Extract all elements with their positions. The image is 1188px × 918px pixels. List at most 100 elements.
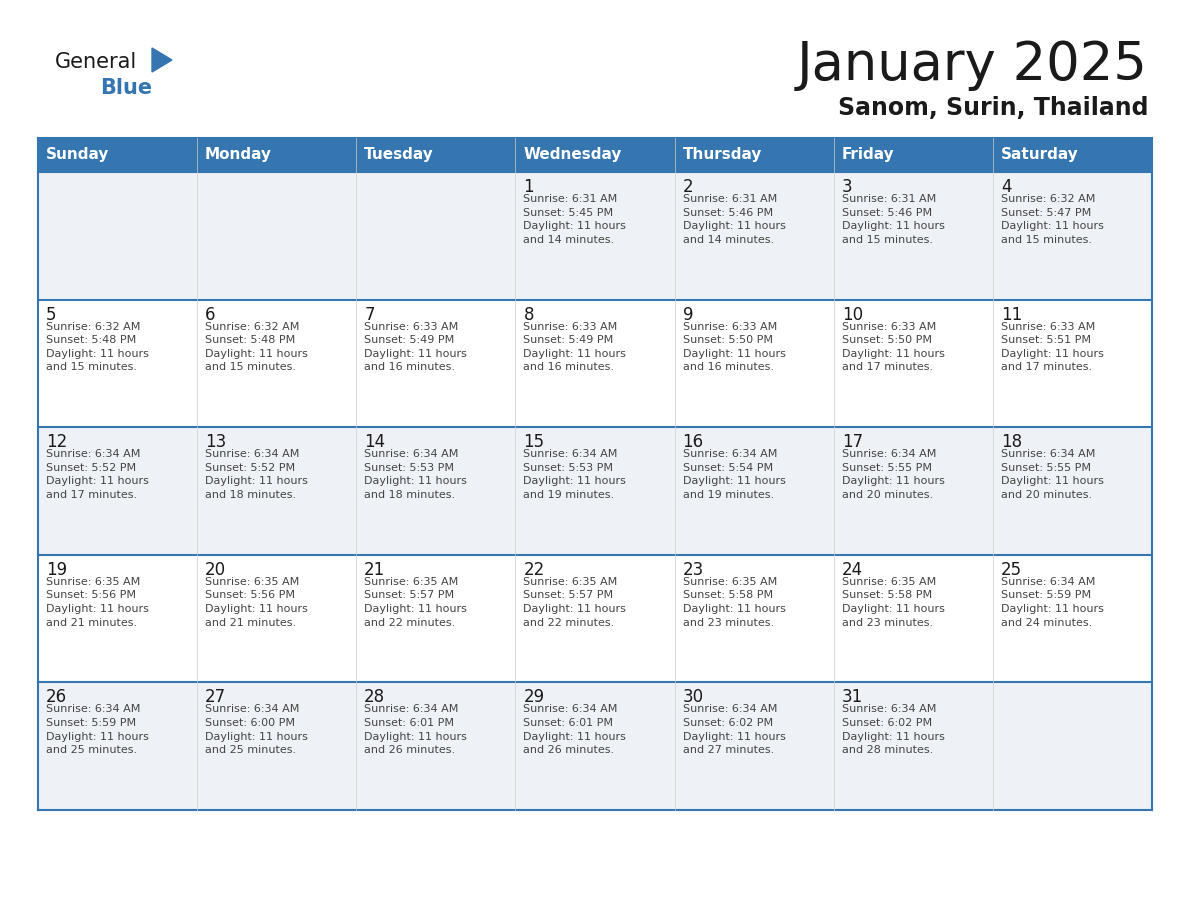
Text: Sunrise: 6:34 AM
Sunset: 5:52 PM
Daylight: 11 hours
and 17 minutes.: Sunrise: 6:34 AM Sunset: 5:52 PM Dayligh… bbox=[46, 449, 148, 500]
Bar bbox=[993, 682, 1152, 810]
Bar bbox=[38, 299, 197, 427]
Text: 31: 31 bbox=[841, 688, 862, 706]
Text: 11: 11 bbox=[1000, 306, 1022, 324]
Bar bbox=[356, 299, 516, 427]
Text: Sunrise: 6:32 AM
Sunset: 5:48 PM
Daylight: 11 hours
and 15 minutes.: Sunrise: 6:32 AM Sunset: 5:48 PM Dayligh… bbox=[46, 321, 148, 373]
Bar bbox=[38, 138, 1152, 172]
Text: 29: 29 bbox=[524, 688, 544, 706]
Bar bbox=[38, 427, 197, 554]
Bar bbox=[993, 427, 1152, 554]
Bar bbox=[356, 172, 516, 299]
Text: Monday: Monday bbox=[206, 148, 272, 162]
Bar bbox=[516, 172, 675, 299]
Text: 21: 21 bbox=[365, 561, 385, 579]
Text: 9: 9 bbox=[683, 306, 693, 324]
Text: Sunrise: 6:34 AM
Sunset: 5:52 PM
Daylight: 11 hours
and 18 minutes.: Sunrise: 6:34 AM Sunset: 5:52 PM Dayligh… bbox=[206, 449, 308, 500]
Bar bbox=[356, 554, 516, 682]
Bar bbox=[834, 172, 993, 299]
Text: 26: 26 bbox=[46, 688, 67, 706]
Bar bbox=[993, 299, 1152, 427]
Text: Sunrise: 6:34 AM
Sunset: 6:02 PM
Daylight: 11 hours
and 27 minutes.: Sunrise: 6:34 AM Sunset: 6:02 PM Dayligh… bbox=[683, 704, 785, 756]
Text: Sunrise: 6:34 AM
Sunset: 5:55 PM
Daylight: 11 hours
and 20 minutes.: Sunrise: 6:34 AM Sunset: 5:55 PM Dayligh… bbox=[841, 449, 944, 500]
Text: 23: 23 bbox=[683, 561, 703, 579]
Text: Friday: Friday bbox=[841, 148, 895, 162]
Text: Sunday: Sunday bbox=[46, 148, 109, 162]
Text: Sunrise: 6:31 AM
Sunset: 5:46 PM
Daylight: 11 hours
and 15 minutes.: Sunrise: 6:31 AM Sunset: 5:46 PM Dayligh… bbox=[841, 194, 944, 245]
Text: Sunrise: 6:32 AM
Sunset: 5:48 PM
Daylight: 11 hours
and 15 minutes.: Sunrise: 6:32 AM Sunset: 5:48 PM Dayligh… bbox=[206, 321, 308, 373]
Text: Sunrise: 6:33 AM
Sunset: 5:51 PM
Daylight: 11 hours
and 17 minutes.: Sunrise: 6:33 AM Sunset: 5:51 PM Dayligh… bbox=[1000, 321, 1104, 373]
Text: 4: 4 bbox=[1000, 178, 1011, 196]
Bar bbox=[38, 172, 197, 299]
Text: Sunrise: 6:35 AM
Sunset: 5:57 PM
Daylight: 11 hours
and 22 minutes.: Sunrise: 6:35 AM Sunset: 5:57 PM Dayligh… bbox=[365, 577, 467, 628]
Text: Sunrise: 6:35 AM
Sunset: 5:57 PM
Daylight: 11 hours
and 22 minutes.: Sunrise: 6:35 AM Sunset: 5:57 PM Dayligh… bbox=[524, 577, 626, 628]
Bar bbox=[197, 682, 356, 810]
Text: Sunrise: 6:33 AM
Sunset: 5:49 PM
Daylight: 11 hours
and 16 minutes.: Sunrise: 6:33 AM Sunset: 5:49 PM Dayligh… bbox=[365, 321, 467, 373]
Text: Sunrise: 6:34 AM
Sunset: 6:01 PM
Daylight: 11 hours
and 26 minutes.: Sunrise: 6:34 AM Sunset: 6:01 PM Dayligh… bbox=[365, 704, 467, 756]
Text: 28: 28 bbox=[365, 688, 385, 706]
Text: January 2025: January 2025 bbox=[797, 39, 1148, 91]
Text: Sunrise: 6:34 AM
Sunset: 5:53 PM
Daylight: 11 hours
and 19 minutes.: Sunrise: 6:34 AM Sunset: 5:53 PM Dayligh… bbox=[524, 449, 626, 500]
Text: 8: 8 bbox=[524, 306, 533, 324]
Bar bbox=[834, 682, 993, 810]
Text: Saturday: Saturday bbox=[1000, 148, 1079, 162]
Polygon shape bbox=[152, 48, 172, 72]
Text: 16: 16 bbox=[683, 433, 703, 452]
Bar bbox=[675, 554, 834, 682]
Text: 3: 3 bbox=[841, 178, 852, 196]
Bar bbox=[38, 682, 197, 810]
Text: Sunrise: 6:34 AM
Sunset: 5:55 PM
Daylight: 11 hours
and 20 minutes.: Sunrise: 6:34 AM Sunset: 5:55 PM Dayligh… bbox=[1000, 449, 1104, 500]
Text: 5: 5 bbox=[46, 306, 57, 324]
Bar bbox=[834, 427, 993, 554]
Bar bbox=[516, 554, 675, 682]
Bar bbox=[675, 299, 834, 427]
Text: Sunrise: 6:35 AM
Sunset: 5:56 PM
Daylight: 11 hours
and 21 minutes.: Sunrise: 6:35 AM Sunset: 5:56 PM Dayligh… bbox=[206, 577, 308, 628]
Text: 14: 14 bbox=[365, 433, 385, 452]
Bar bbox=[675, 427, 834, 554]
Text: Sunrise: 6:32 AM
Sunset: 5:47 PM
Daylight: 11 hours
and 15 minutes.: Sunrise: 6:32 AM Sunset: 5:47 PM Dayligh… bbox=[1000, 194, 1104, 245]
Bar bbox=[356, 682, 516, 810]
Text: Sunrise: 6:33 AM
Sunset: 5:50 PM
Daylight: 11 hours
and 17 minutes.: Sunrise: 6:33 AM Sunset: 5:50 PM Dayligh… bbox=[841, 321, 944, 373]
Text: Wednesday: Wednesday bbox=[524, 148, 621, 162]
Bar bbox=[197, 427, 356, 554]
Text: Sunrise: 6:35 AM
Sunset: 5:58 PM
Daylight: 11 hours
and 23 minutes.: Sunrise: 6:35 AM Sunset: 5:58 PM Dayligh… bbox=[683, 577, 785, 628]
Text: 10: 10 bbox=[841, 306, 862, 324]
Text: Sunrise: 6:33 AM
Sunset: 5:50 PM
Daylight: 11 hours
and 16 minutes.: Sunrise: 6:33 AM Sunset: 5:50 PM Dayligh… bbox=[683, 321, 785, 373]
Text: 27: 27 bbox=[206, 688, 226, 706]
Text: Tuesday: Tuesday bbox=[365, 148, 434, 162]
Bar bbox=[197, 172, 356, 299]
Text: General: General bbox=[55, 52, 138, 72]
Bar bbox=[516, 299, 675, 427]
Text: Sunrise: 6:31 AM
Sunset: 5:46 PM
Daylight: 11 hours
and 14 minutes.: Sunrise: 6:31 AM Sunset: 5:46 PM Dayligh… bbox=[683, 194, 785, 245]
Text: Sunrise: 6:34 AM
Sunset: 5:54 PM
Daylight: 11 hours
and 19 minutes.: Sunrise: 6:34 AM Sunset: 5:54 PM Dayligh… bbox=[683, 449, 785, 500]
Bar bbox=[834, 554, 993, 682]
Bar bbox=[993, 172, 1152, 299]
Text: 17: 17 bbox=[841, 433, 862, 452]
Text: 18: 18 bbox=[1000, 433, 1022, 452]
Text: 15: 15 bbox=[524, 433, 544, 452]
Text: 2: 2 bbox=[683, 178, 693, 196]
Bar bbox=[516, 427, 675, 554]
Text: Thursday: Thursday bbox=[683, 148, 762, 162]
Text: 30: 30 bbox=[683, 688, 703, 706]
Text: Sunrise: 6:34 AM
Sunset: 6:02 PM
Daylight: 11 hours
and 28 minutes.: Sunrise: 6:34 AM Sunset: 6:02 PM Dayligh… bbox=[841, 704, 944, 756]
Text: Sunrise: 6:34 AM
Sunset: 6:00 PM
Daylight: 11 hours
and 25 minutes.: Sunrise: 6:34 AM Sunset: 6:00 PM Dayligh… bbox=[206, 704, 308, 756]
Text: 13: 13 bbox=[206, 433, 227, 452]
Text: 24: 24 bbox=[841, 561, 862, 579]
Text: 22: 22 bbox=[524, 561, 544, 579]
Bar bbox=[834, 299, 993, 427]
Text: Sunrise: 6:34 AM
Sunset: 5:53 PM
Daylight: 11 hours
and 18 minutes.: Sunrise: 6:34 AM Sunset: 5:53 PM Dayligh… bbox=[365, 449, 467, 500]
Bar bbox=[197, 299, 356, 427]
Text: 20: 20 bbox=[206, 561, 226, 579]
Bar bbox=[675, 172, 834, 299]
Text: 1: 1 bbox=[524, 178, 535, 196]
Text: 6: 6 bbox=[206, 306, 215, 324]
Text: Sunrise: 6:33 AM
Sunset: 5:49 PM
Daylight: 11 hours
and 16 minutes.: Sunrise: 6:33 AM Sunset: 5:49 PM Dayligh… bbox=[524, 321, 626, 373]
Bar bbox=[38, 554, 197, 682]
Text: Blue: Blue bbox=[100, 78, 152, 98]
Text: Sunrise: 6:34 AM
Sunset: 5:59 PM
Daylight: 11 hours
and 25 minutes.: Sunrise: 6:34 AM Sunset: 5:59 PM Dayligh… bbox=[46, 704, 148, 756]
Text: 25: 25 bbox=[1000, 561, 1022, 579]
Bar bbox=[356, 427, 516, 554]
Bar bbox=[675, 682, 834, 810]
Text: Sunrise: 6:34 AM
Sunset: 5:59 PM
Daylight: 11 hours
and 24 minutes.: Sunrise: 6:34 AM Sunset: 5:59 PM Dayligh… bbox=[1000, 577, 1104, 628]
Text: Sunrise: 6:35 AM
Sunset: 5:56 PM
Daylight: 11 hours
and 21 minutes.: Sunrise: 6:35 AM Sunset: 5:56 PM Dayligh… bbox=[46, 577, 148, 628]
